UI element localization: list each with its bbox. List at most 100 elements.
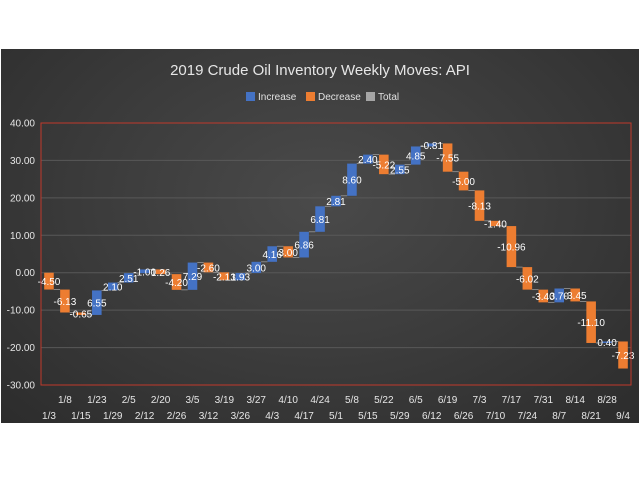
data-label: 2.55 xyxy=(390,165,410,176)
y-tick-label: 0.00 xyxy=(16,268,36,279)
bar-decrease xyxy=(474,190,485,221)
legend-label-increase: Increase xyxy=(258,92,297,103)
legend-label-total: Total xyxy=(378,92,399,103)
bar-increase xyxy=(426,143,437,147)
bar-increase xyxy=(315,206,325,232)
bar-decrease xyxy=(219,272,230,281)
bar-decrease xyxy=(171,274,182,290)
bar-increase xyxy=(347,163,357,196)
y-axis: 40.00 30.00 20.00 10.00 0.00 -10.00 -20.00 -30.… xyxy=(7,119,36,392)
x-axis: 1/31/8 1/15 1/23 1/29 2/5 2/12 2/20 2/26 3/5 3/12… xyxy=(42,395,630,422)
x-tick-label: 8/14 xyxy=(565,395,585,406)
data-label: 3.70 xyxy=(550,291,570,302)
x-tick-label: 5/29 xyxy=(390,411,410,422)
x-tick-label: 7/10 xyxy=(486,411,506,422)
bar-increase xyxy=(410,146,421,165)
data-label: -1.00 xyxy=(133,267,156,278)
bar-increase xyxy=(139,269,150,274)
plot-area-border xyxy=(40,122,632,386)
data-label: -0.65 xyxy=(69,310,92,321)
bar-decrease xyxy=(570,288,580,302)
bar-increase xyxy=(235,273,246,281)
data-label: 4.85 xyxy=(406,152,426,163)
data-label: 2.51 xyxy=(119,274,139,285)
data-label: -0.81 xyxy=(420,141,443,152)
x-tick-label: 6/26 xyxy=(454,411,474,422)
x-tick-label: 5/1 xyxy=(329,411,343,422)
bar-decrease xyxy=(618,341,628,369)
x-tick-label: 2/5 xyxy=(122,395,136,406)
data-label: 6.86 xyxy=(294,241,314,252)
y-tick-label: 20.00 xyxy=(10,193,35,204)
data-label: -1.40 xyxy=(484,219,507,230)
x-tick-label: 6/5 xyxy=(409,395,423,406)
x-tick-label: 3/19 xyxy=(215,395,235,406)
data-label: 2.81 xyxy=(326,197,346,208)
data-label: 1.93 xyxy=(231,273,251,284)
x-tick-label: 8/21 xyxy=(581,411,601,422)
x-tick-label: 9/4 xyxy=(616,411,630,422)
bar-increase xyxy=(267,246,277,262)
data-label: 1.26 xyxy=(151,268,171,279)
x-tick-label: 7/24 xyxy=(518,411,538,422)
bar-increase xyxy=(251,261,262,274)
bars xyxy=(44,143,628,369)
x-tick-label: 2/12 xyxy=(135,411,155,422)
bar-increase xyxy=(395,164,405,175)
bar-increase xyxy=(107,282,118,291)
data-label: -5.22 xyxy=(372,160,395,171)
x-tick-label: 7/3 xyxy=(473,395,487,406)
data-label: 6.55 xyxy=(87,299,107,310)
x-tick-label: 8/7 xyxy=(552,411,566,422)
x-tick-label: 1/29 xyxy=(103,411,123,422)
data-label: 4.16 xyxy=(262,250,282,261)
bar-decrease xyxy=(458,171,469,191)
x-tick-label: 4/17 xyxy=(294,411,314,422)
x-tick-label: 4/24 xyxy=(310,395,330,406)
y-tick-label: 30.00 xyxy=(10,156,35,167)
data-label: -3.40 xyxy=(532,292,555,303)
legend-swatch-total xyxy=(366,92,375,101)
data-label: -5.00 xyxy=(452,177,475,188)
x-tick-label: 4/3 xyxy=(265,411,279,422)
bar-decrease xyxy=(283,246,293,258)
bar-increase xyxy=(602,341,612,343)
data-label: -2.13 xyxy=(213,272,236,283)
data-label: 3.00 xyxy=(247,263,267,274)
y-tick-label: -20.00 xyxy=(7,343,36,354)
x-tick-label: 3/27 xyxy=(247,395,267,406)
y-tick-label: -10.00 xyxy=(7,306,36,317)
chart-title: 2019 Crude Oil Inventory Weekly Moves: A… xyxy=(170,62,470,79)
bar-increase xyxy=(363,154,373,164)
bar-decrease xyxy=(586,301,596,343)
y-tick-label: 10.00 xyxy=(10,231,35,242)
x-tick-label: 1/23 xyxy=(87,395,107,406)
data-label: -10.96 xyxy=(497,243,526,254)
legend-swatch-increase xyxy=(246,92,255,101)
data-label: 3.00 xyxy=(278,248,298,259)
bar-increase xyxy=(299,231,309,258)
x-tick-label: 5/8 xyxy=(345,395,359,406)
x-tick-label: 1/8 xyxy=(58,395,72,406)
x-tick-label: 1/3 xyxy=(42,411,56,422)
gridlines xyxy=(41,122,631,386)
data-label: 0.40 xyxy=(597,338,617,349)
data-label: -3.45 xyxy=(564,291,587,302)
bar-decrease xyxy=(490,220,501,227)
data-label: -6.02 xyxy=(516,274,539,285)
bar-increase xyxy=(123,273,134,283)
x-tick-label: 4/10 xyxy=(278,395,298,406)
legend-label-decrease: Decrease xyxy=(318,92,361,103)
x-tick-label: 2/20 xyxy=(151,395,171,406)
data-label: -6.13 xyxy=(54,297,77,308)
x-tick-label: 1/15 xyxy=(71,411,91,422)
bar-increase xyxy=(331,195,341,207)
x-tick-label: 5/22 xyxy=(374,395,394,406)
waterfall-chart: 2019 Crude Oil Inventory Weekly Moves: A… xyxy=(7,62,635,422)
data-label: -7.23 xyxy=(612,351,635,362)
data-label: 2.40 xyxy=(358,155,378,166)
bar-decrease xyxy=(442,143,453,172)
bar-decrease xyxy=(522,267,533,290)
bar-decrease xyxy=(60,289,70,313)
legend-swatch-decrease xyxy=(306,92,315,101)
